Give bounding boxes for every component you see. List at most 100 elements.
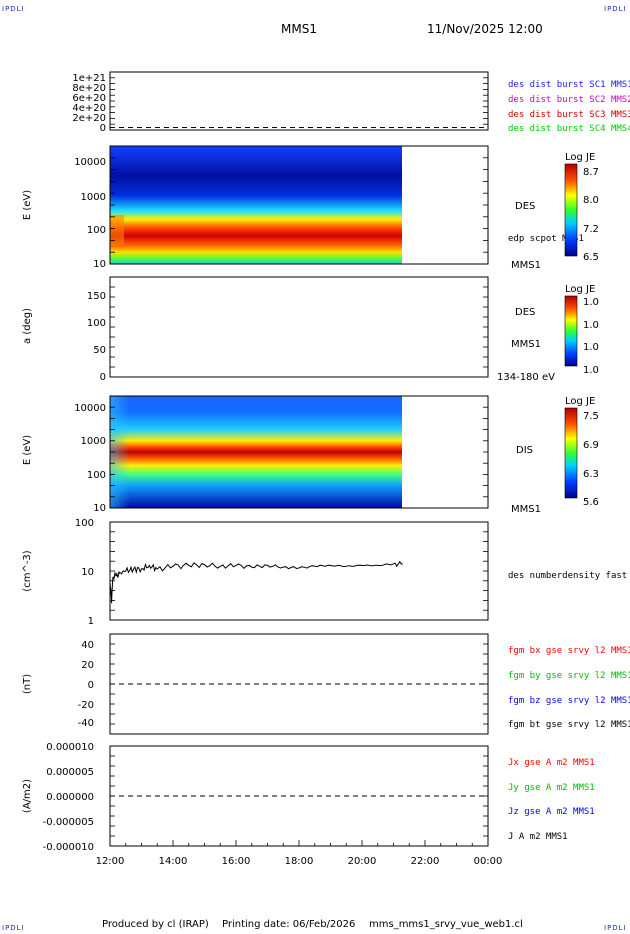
des-pitch-label: DES <box>515 307 535 318</box>
panel-density: 100 10 1 (cm^-3) des numberdensity fast … <box>22 518 630 627</box>
dis-energy-label: DIS <box>516 445 533 456</box>
des-pitch-ylabel: a (deg) <box>22 308 33 344</box>
footer-filename: mms_mms1_srvy_vue_web1.cl <box>369 919 523 930</box>
fgm-ytick-40: 40 <box>81 640 94 651</box>
dis-energy-ytick-100: 100 <box>87 470 106 481</box>
legend-current-jy: Jy gse A m2 MMS1 <box>508 783 595 793</box>
des-energy-overlay-label: edp scpot MMS1 <box>508 234 584 244</box>
panel-current: 0.000010 0.000005 0.000000 -0.000005 -0.… <box>22 742 595 853</box>
footer-produced-by: Produced by cl (IRAP) <box>102 919 209 930</box>
des-energy-cbar-tick-4: 6.5 <box>583 252 599 263</box>
legend-burst-mms4: des dist burst SC4 MMS4 <box>508 124 630 134</box>
des-energy-ylabel: E (eV) <box>22 190 33 220</box>
fgm-ytick-20: 20 <box>81 660 94 671</box>
fgm-ytick-m40: -40 <box>78 718 94 729</box>
dis-energy-early-region <box>110 396 130 508</box>
des-energy-colorbar <box>564 163 578 257</box>
fgm-ytick-m20: -20 <box>78 700 94 711</box>
des-pitch-colorbar-title: Log JE <box>565 284 595 295</box>
corner-tag-top-left: IPDLI <box>2 5 25 13</box>
dis-energy-ytick-1000: 1000 <box>81 436 106 447</box>
corner-tag-bottom-left: IPDLI <box>2 924 25 932</box>
xtick-2200: 22:00 <box>411 856 440 867</box>
density-ytick-100: 100 <box>75 518 94 529</box>
spacecraft-title: MMS1 <box>281 22 317 36</box>
xtick-2000: 20:00 <box>348 856 377 867</box>
x-axis: 12:00 14:00 16:00 18:00 20:00 22:00 00:0… <box>96 856 503 867</box>
xtick-1200: 12:00 <box>96 856 125 867</box>
current-ytick-m10: -0.000010 <box>43 842 94 853</box>
legend-current-jz: Jz gse A m2 MMS1 <box>508 807 595 817</box>
legend-burst-mms1: des dist burst SC1 MMS1 <box>508 80 630 90</box>
xtick-1400: 14:00 <box>159 856 188 867</box>
fgm-ytick-0: 0 <box>88 680 94 691</box>
burst-ytick-2e20: 2e+20 <box>72 113 106 124</box>
des-energy-ytick-1000: 1000 <box>81 192 106 203</box>
legend-current-jx: Jx gse A m2 MMS1 <box>508 758 595 768</box>
dis-energy-colorbar-title: Log JE <box>565 396 595 407</box>
panel-des-pitch-frame <box>109 276 489 378</box>
panel-des-energy: 10000 1000 100 10 E (eV) DES edp scpot M… <box>22 145 599 271</box>
dis-energy-spectrogram <box>110 396 402 508</box>
des-pitch-ytick-50: 50 <box>93 345 106 356</box>
current-ytick-p5: 0.000005 <box>46 767 94 778</box>
des-pitch-ytick-0: 0 <box>100 372 106 383</box>
des-pitch-energy-range: 134-180 eV <box>497 372 555 383</box>
legend-fgm-bz: fgm bz gse srvy l2 MMS1 <box>508 696 630 706</box>
density-ylabel: (cm^-3) <box>22 550 33 591</box>
panel-des-pitch: 150 100 50 0 a (deg) DES MMS1 134-180 eV… <box>22 276 599 383</box>
legend-current-j: J A m2 MMS1 <box>508 832 568 842</box>
dis-energy-ytick-10: 10 <box>93 503 106 514</box>
legend-fgm-by: fgm by gse srvy l2 MMS1 <box>508 671 630 681</box>
corner-tag-top-right: IPDLI <box>604 5 627 13</box>
legend-burst-mms3: des dist burst SC3 MMS3 <box>508 110 630 120</box>
axis-ticks <box>109 71 489 847</box>
panel-density-frame <box>109 521 489 621</box>
burst-ytick-1e21: 1e+21 <box>72 73 106 84</box>
des-pitch-colorbar <box>564 295 578 367</box>
xtick-1600: 16:00 <box>222 856 251 867</box>
xtick-1800: 18:00 <box>285 856 314 867</box>
des-energy-sublabel: MMS1 <box>511 260 541 271</box>
des-pitch-ytick-150: 150 <box>87 291 106 302</box>
des-energy-cbar-tick-2: 8.0 <box>583 195 599 206</box>
dis-energy-ylabel: E (eV) <box>22 435 33 465</box>
burst-ytick-6e20: 6e+20 <box>72 93 106 104</box>
des-energy-label: DES <box>515 201 535 212</box>
burst-ytick-0: 0 <box>100 123 106 134</box>
density-ytick-1: 1 <box>88 616 94 627</box>
dis-energy-cbar-tick-2: 6.9 <box>583 440 599 451</box>
dis-energy-cbar-tick-1: 7.5 <box>583 411 599 422</box>
current-ytick-m5: -0.000005 <box>43 817 94 828</box>
current-ytick-p10: 0.000010 <box>46 742 94 753</box>
des-pitch-cbar-tick-1: 1.0 <box>583 297 599 308</box>
fgm-ylabel: (nT) <box>22 674 33 694</box>
current-ytick-0: 0.000000 <box>46 792 94 803</box>
des-energy-ytick-10: 10 <box>93 259 106 270</box>
legend-density: des numberdensity fast M <box>508 571 630 581</box>
panel-dis-energy: 10000 1000 100 10 E (eV) DIS MMS1 Log JE… <box>22 395 599 515</box>
dis-energy-colorbar <box>564 407 578 499</box>
des-pitch-cbar-tick-2: 1.0 <box>583 320 599 331</box>
des-energy-early-band <box>110 215 124 245</box>
dis-energy-sublabel: MMS1 <box>511 504 541 515</box>
panel-burst: 1e+21 8e+20 6e+20 4e+20 2e+20 0 des dist… <box>72 71 630 134</box>
footer-printing-date: Printing date: 06/Feb/2026 <box>222 919 356 930</box>
des-energy-spectrogram <box>110 146 402 264</box>
des-energy-cbar-tick-3: 7.2 <box>583 224 599 235</box>
current-ylabel: (A/m2) <box>22 779 33 813</box>
density-ytick-10: 10 <box>81 567 94 578</box>
des-energy-cbar-tick-1: 8.7 <box>583 167 599 178</box>
des-pitch-ytick-100: 100 <box>87 318 106 329</box>
des-energy-ytick-100: 100 <box>87 225 106 236</box>
des-energy-ytick-10000: 10000 <box>74 157 106 168</box>
burst-ytick-8e20: 8e+20 <box>72 83 106 94</box>
legend-fgm-bt: fgm bt gse srvy l2 MMS1 <box>508 720 630 730</box>
dis-energy-ytick-10000: 10000 <box>74 403 106 414</box>
des-pitch-sublabel: MMS1 <box>511 339 541 350</box>
corner-tag-bottom-right: IPDLI <box>604 924 627 932</box>
burst-ytick-4e20: 4e+20 <box>72 103 106 114</box>
datetime-title: 11/Nov/2025 12:00 <box>427 22 543 36</box>
dis-energy-cbar-tick-4: 5.6 <box>583 497 599 508</box>
